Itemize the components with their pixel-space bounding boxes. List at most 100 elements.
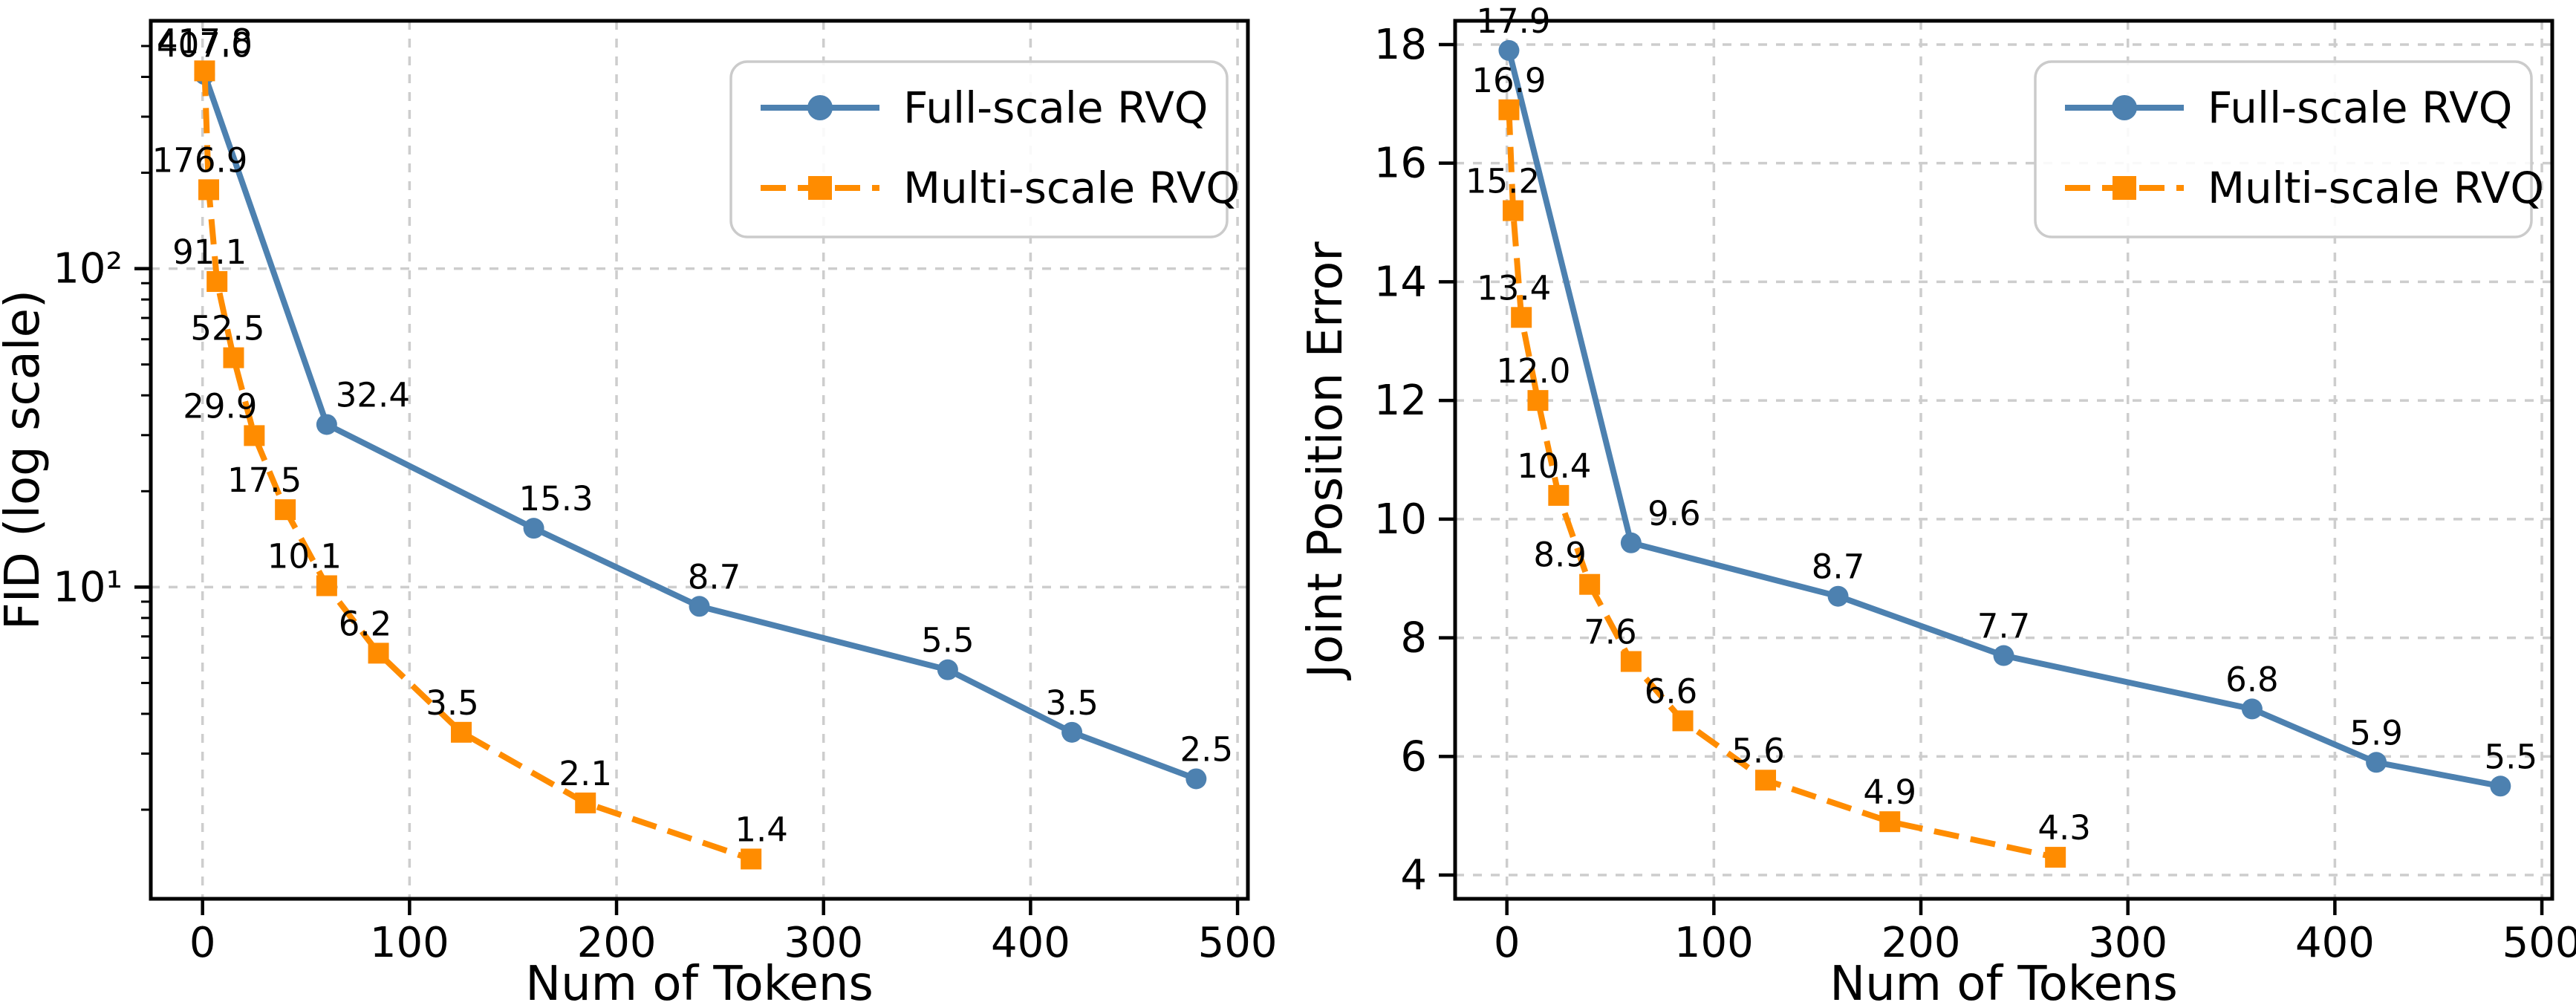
data-point-label: 6.2 bbox=[339, 604, 392, 643]
data-point-label: 5.6 bbox=[1731, 731, 1785, 770]
data-point-label: 3.5 bbox=[1045, 683, 1099, 723]
x-tick-label: 0 bbox=[1494, 919, 1520, 967]
data-point-marker bbox=[1548, 484, 1570, 506]
legend-square-marker-icon bbox=[808, 176, 832, 200]
data-point-marker bbox=[2366, 752, 2387, 773]
full-scale-rvq-series bbox=[1498, 39, 2511, 797]
jpe-plot-border bbox=[1453, 19, 2554, 901]
data-point-label: 52.5 bbox=[190, 309, 264, 348]
data-point-marker bbox=[275, 499, 296, 521]
data-point-label: 6.6 bbox=[1645, 672, 1698, 711]
data-point-label: 2.5 bbox=[1180, 729, 1234, 769]
jpe-x-axis-title: Num of Tokens bbox=[1829, 957, 2178, 1008]
fid-x-axis-title: Num of Tokens bbox=[525, 957, 874, 1008]
y-tick-label: 12 bbox=[1374, 377, 1427, 425]
data-point-marker bbox=[741, 848, 762, 870]
data-point-marker bbox=[316, 575, 337, 596]
data-point-marker bbox=[1511, 307, 1532, 328]
x-tick-label: 300 bbox=[784, 919, 863, 967]
data-point-marker bbox=[1879, 811, 1901, 833]
data-point-label: 10.1 bbox=[267, 536, 342, 576]
data-point-marker bbox=[2490, 775, 2511, 797]
data-point-marker bbox=[1527, 390, 1549, 412]
data-point-marker bbox=[1579, 573, 1601, 595]
y-tick-label: 16 bbox=[1374, 140, 1427, 188]
data-point-label: 417.8 bbox=[157, 22, 253, 61]
data-point-marker bbox=[223, 347, 244, 368]
legend-item-full-scale-rvq: Full-scale RVQ bbox=[2065, 82, 2512, 133]
y-tick-label: 14 bbox=[1374, 258, 1427, 306]
data-point-marker bbox=[575, 792, 596, 813]
data-point-marker bbox=[1498, 39, 1520, 61]
legend-item-full-scale-rvq: Full-scale RVQ bbox=[761, 82, 1208, 133]
data-point-label: 407.0 bbox=[157, 25, 253, 65]
data-point-label: 29.9 bbox=[183, 386, 257, 426]
x-tick-label: 400 bbox=[991, 919, 1070, 967]
jpe-chart: 0 100 200 300 400 500 4 6 8 10 12 14 16 18 Num of Toke… bbox=[1298, 1, 2576, 1008]
y-tick-label: 4 bbox=[1400, 851, 1427, 900]
y-tick-label: 18 bbox=[1374, 21, 1427, 69]
legend-item-label: Full-scale RVQ bbox=[2208, 82, 2512, 133]
data-point-label: 4.3 bbox=[2037, 808, 2091, 848]
data-point-marker bbox=[1993, 645, 2014, 666]
x-tick-label: 0 bbox=[189, 919, 216, 967]
fid-y-axis-title: FID (log scale) bbox=[0, 290, 51, 630]
legend-item-label: Multi-scale RVQ bbox=[903, 163, 1240, 213]
data-point-marker bbox=[1185, 768, 1207, 790]
data-point-label: 9.6 bbox=[1648, 494, 1701, 533]
data-point-label: 15.3 bbox=[518, 479, 593, 518]
data-point-label: 8.7 bbox=[688, 557, 741, 596]
legend-item-label: Multi-scale RVQ bbox=[2208, 163, 2544, 213]
data-point-label: 5.5 bbox=[921, 621, 975, 660]
fid-ticks: 0 100 200 300 400 500 10¹ 10² bbox=[53, 45, 1278, 967]
x-tick-label: 100 bbox=[1674, 919, 1754, 967]
data-point-marker bbox=[937, 659, 958, 680]
data-point-label: 12.0 bbox=[1496, 351, 1570, 391]
data-point-marker bbox=[451, 721, 472, 743]
multi-scale-rvq-series bbox=[194, 60, 762, 870]
legend-item-multi-scale-rvq: Multi-scale RVQ bbox=[761, 163, 1240, 213]
data-point-marker bbox=[1672, 710, 1694, 732]
data-point-marker bbox=[1498, 99, 1520, 120]
data-point-marker bbox=[198, 179, 220, 201]
data-point-label: 6.8 bbox=[2225, 660, 2279, 699]
jpe-legend: Full-scale RVQ Multi-scale RVQ bbox=[2034, 60, 2544, 238]
data-point-marker bbox=[194, 60, 215, 82]
data-point-marker bbox=[2241, 698, 2263, 720]
y-tick-label: 8 bbox=[1400, 614, 1427, 663]
data-point-label: 7.6 bbox=[1584, 613, 1637, 652]
data-point-label: 91.1 bbox=[172, 233, 247, 272]
data-point-label: 4.9 bbox=[1863, 773, 1916, 812]
data-point-marker bbox=[316, 414, 337, 435]
data-point-marker bbox=[523, 518, 544, 539]
data-point-label: 176.9 bbox=[152, 140, 248, 180]
legend-item-multi-scale-rvq: Multi-scale RVQ bbox=[2065, 163, 2544, 213]
full-scale-rvq-point-labels: 17.9 9.6 8.7 7.7 6.8 5.9 5.5 bbox=[1476, 1, 2537, 776]
data-point-label: 13.4 bbox=[1477, 268, 1551, 308]
legend-circle-marker-icon bbox=[807, 95, 833, 120]
y-tick-label: 10² bbox=[53, 245, 123, 293]
y-tick-label: 10¹ bbox=[53, 563, 123, 611]
data-point-label: 7.7 bbox=[1977, 607, 2031, 646]
data-point-label: 3.5 bbox=[426, 683, 479, 723]
data-point-label: 10.4 bbox=[1517, 446, 1591, 486]
data-point-marker bbox=[1061, 721, 1083, 743]
data-point-label: 5.9 bbox=[2349, 713, 2403, 752]
x-tick-label: 300 bbox=[2088, 919, 2167, 967]
data-point-marker bbox=[244, 425, 265, 446]
fid-plot-border bbox=[149, 19, 1250, 901]
data-point-marker bbox=[689, 596, 710, 617]
multi-scale-rvq-point-labels: 16.9 15.2 13.4 12.0 10.4 8.9 7.66.6 5.6 4.9 4.3 bbox=[1466, 61, 2091, 848]
data-point-label: 8.7 bbox=[1812, 547, 1865, 587]
data-point-marker bbox=[368, 643, 389, 664]
data-point-marker bbox=[1620, 532, 1642, 553]
data-point-marker bbox=[1620, 651, 1642, 672]
multi-scale-rvq-point-labels: 417.8 176.9 91.1 52.5 29.9 17.5 10.1 6.2 3.5 2.1 1… bbox=[152, 22, 788, 849]
data-point-marker bbox=[1827, 585, 1849, 607]
data-point-marker bbox=[1755, 770, 1777, 791]
x-tick-label: 200 bbox=[577, 919, 657, 967]
x-tick-label: 500 bbox=[2502, 919, 2576, 967]
fid-chart: 0 100 200 300 400 500 10¹ 10² Num of Tokens FID (… bbox=[0, 19, 1278, 1008]
